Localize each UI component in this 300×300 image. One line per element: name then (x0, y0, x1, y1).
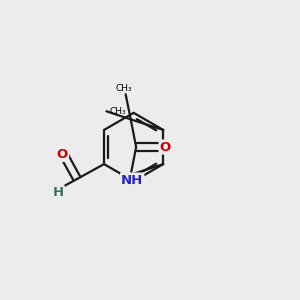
Text: O: O (57, 148, 68, 161)
Text: O: O (160, 140, 171, 154)
Text: NH: NH (121, 173, 143, 187)
Text: H: H (53, 186, 64, 199)
Text: CH₃: CH₃ (110, 107, 126, 116)
Text: CH₃: CH₃ (116, 84, 133, 93)
